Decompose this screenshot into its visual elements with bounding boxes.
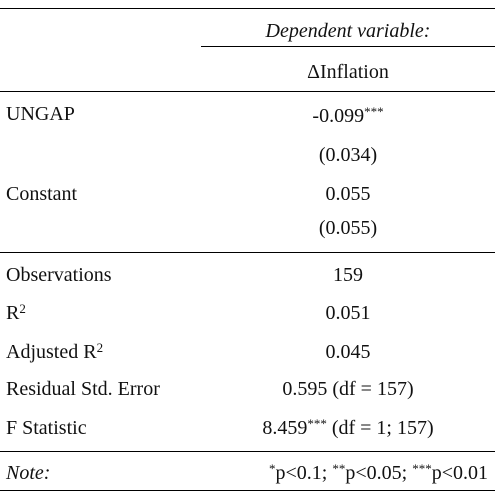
- stats-top-rule: [0, 252, 495, 253]
- stat-r2-label: R2: [6, 303, 26, 323]
- stat-adjusted-r2-value: 0.045: [201, 342, 495, 362]
- stat-residual-se-value: 0.595 (df = 157): [201, 379, 495, 399]
- note-top-rule: [0, 451, 495, 452]
- stat-r2-value: 0.051: [201, 303, 495, 323]
- top-rule: [0, 8, 495, 9]
- note-label: Note:: [6, 463, 50, 483]
- stat-f-statistic-value: 8.459*** (df = 1; 157): [201, 418, 495, 438]
- coef-ungap-std-error: (0.034): [201, 145, 495, 165]
- stat-observations-value: 159: [201, 265, 495, 285]
- note-text: *p<0.1; **p<0.05; ***p<0.01: [269, 463, 488, 483]
- stat-adjusted-r2-label: Adjusted R2: [6, 342, 103, 362]
- dependent-variable-label: Dependent variable:: [201, 21, 495, 41]
- coef-ungap-name: UNGAP: [6, 104, 75, 124]
- coef-constant-estimate: 0.055: [201, 184, 495, 204]
- stat-residual-se-label: Residual Std. Error: [6, 379, 160, 399]
- significance-stars: ***: [364, 104, 384, 119]
- header-partial-rule: [201, 46, 495, 47]
- coef-ungap-estimate: -0.099***: [201, 106, 495, 126]
- stat-f-statistic-label: F Statistic: [6, 418, 87, 438]
- significance-stars: ***: [307, 416, 327, 431]
- coef-constant-std-error: (0.055): [201, 218, 495, 238]
- header-bottom-rule: [0, 91, 495, 92]
- stat-observations-label: Observations: [6, 265, 112, 285]
- column-name: ΔInflation: [201, 62, 495, 82]
- coef-constant-name: Constant: [6, 184, 77, 204]
- bottom-rule: [0, 490, 495, 491]
